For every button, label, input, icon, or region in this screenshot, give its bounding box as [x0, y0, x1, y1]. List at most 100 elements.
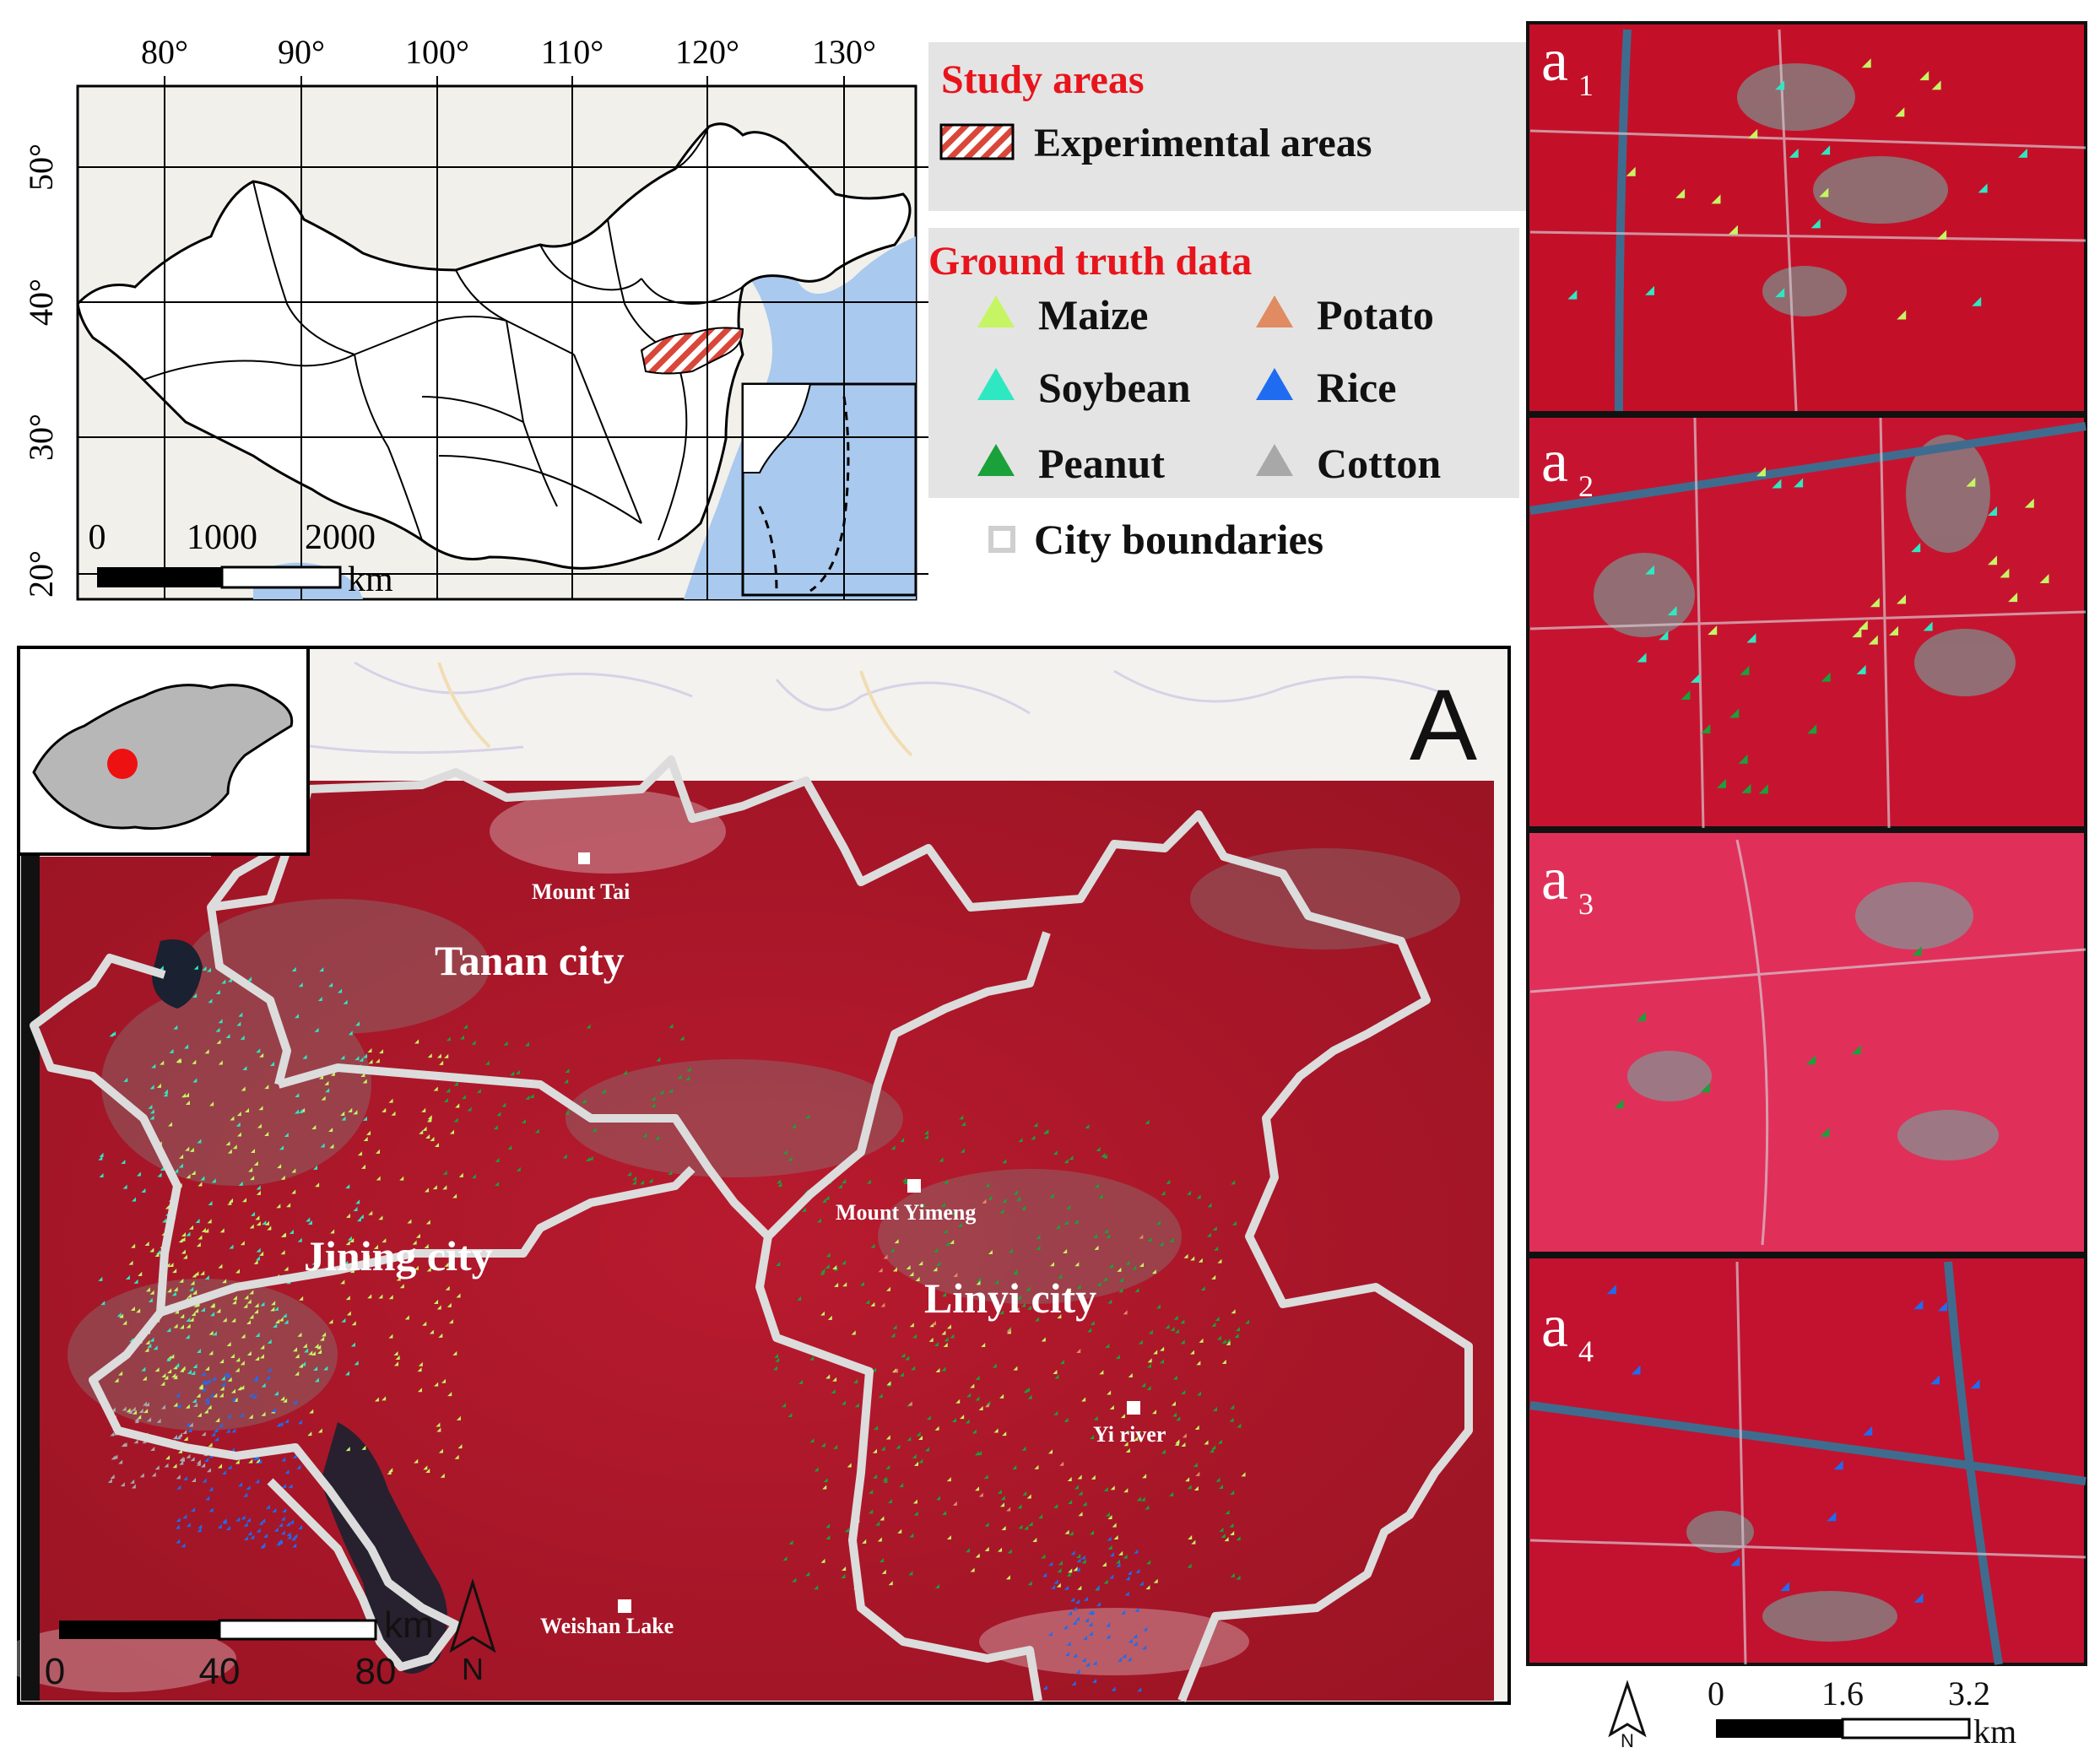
ground-truth-point [1145, 1505, 1150, 1510]
ground-truth-point [388, 1334, 393, 1339]
ground-truth-point [345, 1371, 350, 1376]
ground-truth-point [382, 1238, 387, 1243]
ground-truth-point [208, 1200, 213, 1205]
ground-truth-point [232, 1296, 237, 1301]
ground-truth-point [821, 1198, 826, 1203]
ground-truth-point [1780, 1582, 1790, 1592]
ground-truth-point [1075, 1616, 1080, 1621]
ground-truth-point [375, 1058, 380, 1063]
ground-truth-point [1031, 1135, 1036, 1140]
ground-truth-point [970, 1383, 975, 1388]
ground-truth-point [181, 1232, 187, 1237]
ground-truth-point [432, 1185, 437, 1190]
ground-truth-point [942, 1292, 947, 1297]
ground-truth-point [946, 1477, 951, 1482]
ground-truth-point [183, 1436, 188, 1442]
ground-truth-point [1002, 1431, 1007, 1436]
ground-truth-point [1667, 606, 1677, 616]
ground-truth-point [328, 982, 333, 987]
ground-truth-point [993, 1428, 999, 1433]
ground-truth-point [912, 1334, 917, 1339]
ground-truth-point [175, 1362, 180, 1367]
ground-truth-point [1861, 58, 1871, 68]
ground-truth-point [2017, 148, 2027, 158]
ground-truth-point [192, 1399, 197, 1404]
ground-truth-point [1146, 1385, 1151, 1390]
peanut-triangle-icon [977, 444, 1015, 476]
ground-truth-point [1117, 1267, 1122, 1272]
ground-truth-point [189, 1317, 194, 1322]
ground-truth-point [1930, 1375, 1940, 1385]
ground-truth-point [145, 1339, 150, 1345]
ground-truth-point [355, 1056, 360, 1061]
ground-truth-point [1072, 1620, 1077, 1625]
ground-truth-point [851, 1330, 856, 1335]
ground-truth-point [1637, 652, 1647, 663]
ground-truth-point [248, 1414, 253, 1419]
ground-truth-point [1172, 1412, 1177, 1417]
ground-truth-point [240, 1361, 245, 1366]
ground-truth-point [148, 1104, 153, 1109]
ground-truth-point [388, 1295, 393, 1300]
ground-truth-point [201, 1227, 206, 1232]
city-label-jining: Jining city [304, 1232, 493, 1280]
ground-truth-point [883, 1254, 888, 1259]
ground-truth-point [905, 1355, 910, 1361]
ground-truth-point [1007, 1549, 1012, 1554]
ground-truth-point [1063, 1625, 1068, 1630]
ground-truth-point [1204, 1440, 1209, 1445]
ground-truth-point [418, 1361, 423, 1366]
ground-truth-point [1231, 1220, 1237, 1225]
ground-truth-point [1193, 1485, 1199, 1491]
ground-truth-point [1165, 1324, 1170, 1329]
ground-truth-point [888, 1581, 893, 1586]
ground-truth-point [957, 1222, 962, 1227]
ground-truth-point [1626, 166, 1636, 176]
ground-truth-point [997, 1489, 1002, 1494]
ground-truth-point [1230, 1490, 1235, 1495]
ground-truth-point [972, 1429, 977, 1434]
ground-truth-point [186, 1323, 191, 1328]
ground-truth-point [1047, 1631, 1053, 1637]
ground-truth-point [1141, 1382, 1146, 1388]
ground-truth-point [1794, 478, 1804, 488]
ground-truth-point [173, 1402, 178, 1407]
ground-truth-point [238, 1012, 243, 1017]
ground-truth-point [256, 1190, 261, 1195]
ground-truth-point [163, 1089, 168, 1094]
ground-truth-point [1988, 506, 1998, 517]
ground-truth-point [901, 1177, 907, 1182]
ground-truth-point [1756, 467, 1766, 477]
ground-truth-point [255, 1356, 260, 1361]
ground-truth-point [1245, 1319, 1250, 1324]
ground-truth-point [951, 1210, 956, 1215]
ground-truth-point [782, 1403, 787, 1408]
ground-truth-point [788, 1412, 793, 1417]
ground-truth-point [1099, 1370, 1104, 1375]
ground-truth-point [163, 1092, 168, 1097]
ground-truth-point [128, 1260, 133, 1265]
ground-truth-point [283, 1398, 288, 1403]
ground-truth-point [886, 1381, 891, 1386]
ground-truth-point [317, 1349, 322, 1354]
ground-truth-point [298, 1108, 303, 1113]
ground-truth-point [831, 1389, 836, 1394]
ground-truth-point [99, 1152, 104, 1157]
ground-truth-point [190, 1457, 195, 1462]
ground-truth-point [227, 1149, 232, 1154]
ground-truth-point [842, 1400, 847, 1405]
ground-truth-point [192, 993, 198, 998]
ground-truth-point [984, 1522, 989, 1527]
ground-truth-point [1123, 1554, 1128, 1559]
ground-truth-point [1897, 310, 1907, 320]
ground-truth-point [912, 1453, 917, 1458]
ground-truth-point [1026, 1494, 1031, 1499]
ground-truth-point [865, 1299, 870, 1304]
ground-truth-point [424, 1244, 429, 1249]
ground-truth-point [1021, 1205, 1026, 1210]
ground-truth-point [951, 1417, 956, 1422]
ground-truth-point [330, 1229, 335, 1234]
ground-truth-point [1200, 1286, 1205, 1291]
ground-truth-point [1049, 1193, 1054, 1198]
ground-truth-point [651, 1096, 656, 1101]
